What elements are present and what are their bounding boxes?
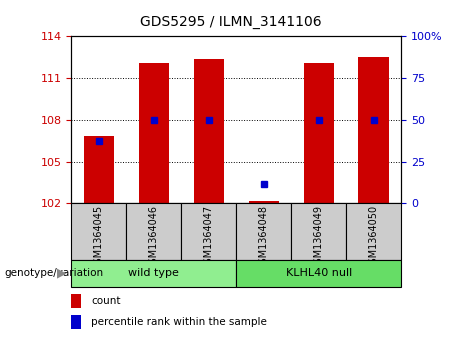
Text: wild type: wild type — [129, 268, 179, 278]
Bar — [291, 203, 346, 260]
Text: count: count — [91, 296, 121, 306]
Text: GSM1364049: GSM1364049 — [313, 205, 324, 270]
Bar — [236, 203, 291, 260]
Text: percentile rank within the sample: percentile rank within the sample — [91, 317, 267, 327]
Bar — [303, 63, 334, 203]
Bar — [248, 201, 279, 203]
Bar — [359, 57, 389, 203]
Bar — [236, 260, 401, 287]
Bar — [139, 63, 169, 203]
Bar — [181, 203, 236, 260]
Bar — [71, 294, 81, 308]
Text: GSM1364048: GSM1364048 — [259, 205, 269, 270]
Bar — [71, 315, 81, 329]
Text: GSM1364045: GSM1364045 — [94, 205, 104, 270]
Bar — [346, 203, 401, 260]
Bar — [194, 58, 224, 203]
Text: KLHL40 null: KLHL40 null — [285, 268, 352, 278]
Text: GSM1364050: GSM1364050 — [369, 205, 378, 270]
Text: genotype/variation: genotype/variation — [5, 268, 104, 278]
Bar — [126, 203, 181, 260]
Text: GSM1364047: GSM1364047 — [204, 205, 214, 270]
Bar — [71, 260, 236, 287]
Text: GSM1364046: GSM1364046 — [149, 205, 159, 270]
Text: ▶: ▶ — [57, 267, 67, 280]
Bar — [84, 136, 114, 203]
Bar — [71, 203, 126, 260]
Text: GDS5295 / ILMN_3141106: GDS5295 / ILMN_3141106 — [140, 15, 321, 29]
